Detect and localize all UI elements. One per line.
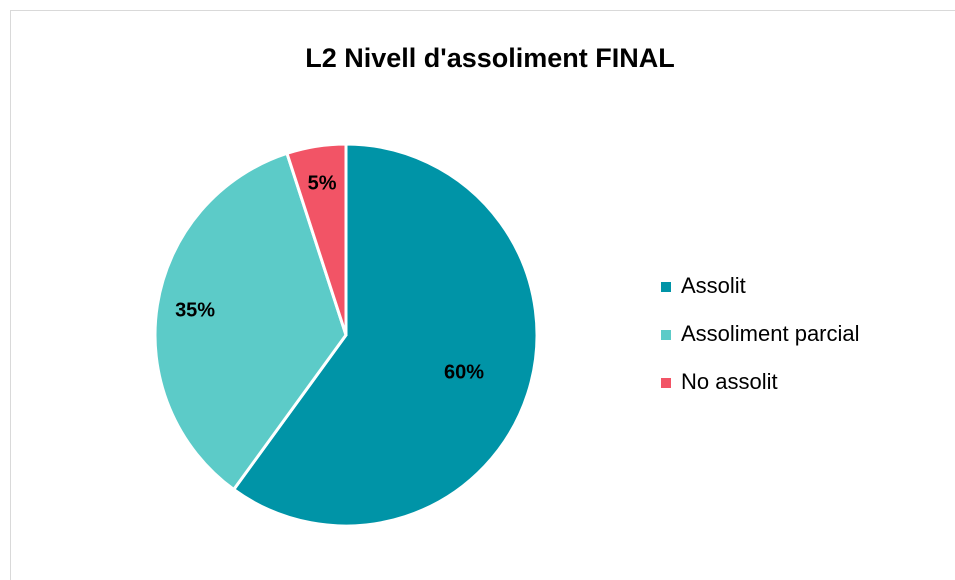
pie-slice [231,142,539,528]
legend-label: No assolit [681,369,778,394]
data-label: 60% [444,362,484,384]
pie-slice [153,151,348,492]
legend-swatch [661,378,671,388]
legend-label: Assoliment parcial [681,321,860,346]
legend-swatch [661,282,671,292]
pie-slice [285,142,348,336]
legend-label: Assolit [681,273,746,298]
legend-swatch [661,330,671,340]
chart-title: L2 Nivell d'assoliment FINAL [305,43,675,73]
data-label: 35% [175,299,215,321]
data-label: 5% [308,172,337,194]
